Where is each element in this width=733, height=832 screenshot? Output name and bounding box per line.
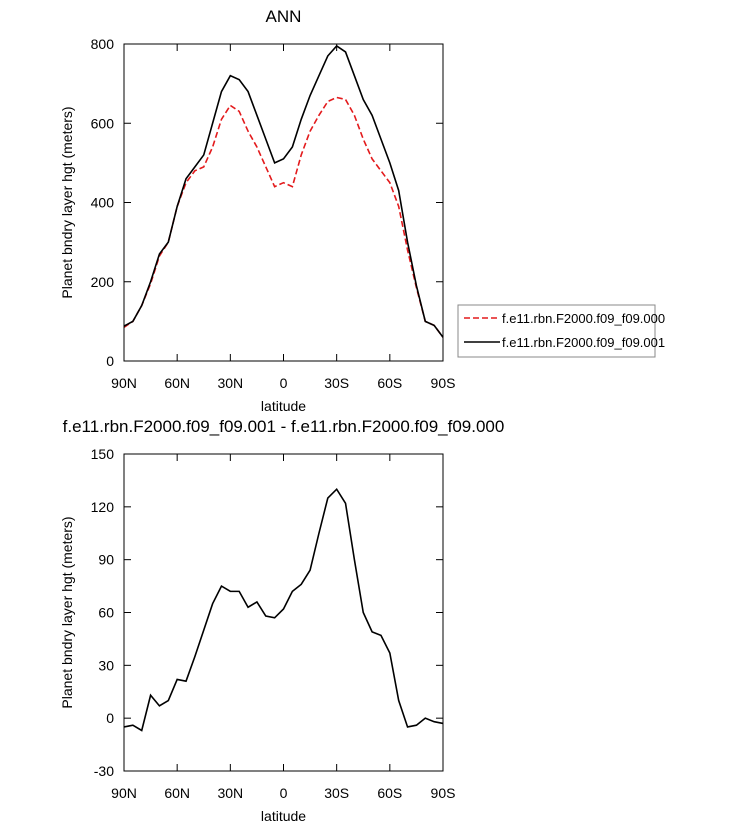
legend-label: f.e11.rbn.F2000.f09_f09.001	[502, 335, 665, 350]
x-tick-label: 90S	[431, 785, 456, 801]
x-tick-label: 90S	[431, 375, 456, 391]
x-tick-label: 60N	[164, 375, 190, 391]
x-axis-label: latitude	[261, 398, 306, 414]
x-tick-label: 30S	[324, 785, 349, 801]
legend-label: f.e11.rbn.F2000.f09_f09.000	[502, 311, 665, 326]
x-tick-label: 90N	[111, 785, 137, 801]
chart-title: ANN	[266, 7, 302, 26]
y-tick-label: 800	[91, 36, 115, 52]
x-tick-label: 60S	[377, 375, 402, 391]
x-tick-label: 30S	[324, 375, 349, 391]
legend-box	[457, 304, 656, 358]
series-line	[123, 44, 444, 338]
y-tick-label: -30	[94, 763, 114, 779]
plot-frame	[123, 453, 444, 772]
y-tick-label: 600	[91, 115, 115, 131]
series-line	[123, 487, 444, 732]
y-tick-label: 200	[91, 274, 115, 290]
x-tick-label: 0	[280, 375, 288, 391]
y-tick-label: 400	[91, 195, 115, 211]
x-axis-label: latitude	[261, 808, 306, 824]
x-tick-label: 60N	[164, 785, 190, 801]
series-line	[123, 96, 444, 338]
x-tick-label: 30N	[217, 785, 243, 801]
y-tick-label: 150	[91, 446, 115, 462]
x-tick-label: 60S	[377, 785, 402, 801]
plot-frame	[123, 43, 444, 362]
y-axis-label: Planet bndry layer hgt (meters)	[59, 106, 75, 298]
x-tick-label: 30N	[217, 375, 243, 391]
y-tick-label: 30	[98, 657, 114, 673]
y-axis-label: Planet bndry layer hgt (meters)	[59, 516, 75, 708]
x-tick-label: 0	[280, 785, 288, 801]
y-tick-label: 60	[98, 605, 114, 621]
y-tick-label: 0	[106, 710, 114, 726]
y-tick-label: 90	[98, 552, 114, 568]
y-tick-label: 120	[91, 499, 115, 515]
x-tick-label: 90N	[111, 375, 137, 391]
chart-title: f.e11.rbn.F2000.f09_f09.001 - f.e11.rbn.…	[63, 417, 505, 436]
y-tick-label: 0	[106, 353, 114, 369]
